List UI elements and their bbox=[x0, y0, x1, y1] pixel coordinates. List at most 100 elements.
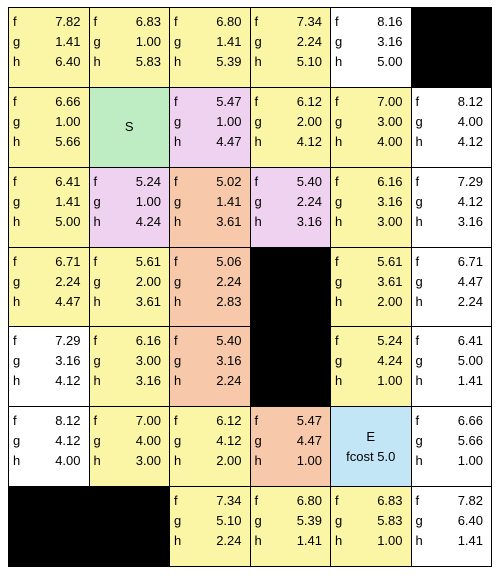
h-cost-row: h 4.47 bbox=[174, 132, 242, 152]
h-cost-key: h bbox=[13, 132, 27, 152]
h-cost-row: h 1.41 bbox=[416, 371, 484, 391]
g-cost-row: g 5.00 bbox=[416, 351, 484, 371]
g-cost-value: 2.24 bbox=[297, 192, 322, 212]
cell-costs: f 6.66 g 5.66 h 1.00 bbox=[416, 411, 484, 471]
f-cost-row: f 5.61 bbox=[335, 252, 403, 272]
g-cost-value: 1.41 bbox=[216, 192, 241, 212]
h-cost-value: 1.00 bbox=[377, 371, 402, 391]
g-cost-key: g bbox=[174, 192, 188, 212]
h-cost-value: 4.12 bbox=[458, 132, 483, 152]
closed-cell: f 8.12 g 4.12 h 4.00 bbox=[9, 407, 90, 487]
g-cost-key: g bbox=[416, 431, 430, 451]
h-cost-key: h bbox=[174, 531, 188, 551]
f-cost-key: f bbox=[174, 92, 188, 112]
cell-costs: f 7.00 g 4.00 h 3.00 bbox=[94, 411, 162, 471]
h-cost-key: h bbox=[335, 371, 349, 391]
cell-costs: f 8.12 g 4.00 h 4.12 bbox=[416, 92, 484, 152]
f-cost-value: 6.71 bbox=[55, 252, 80, 272]
h-cost-row: h 2.24 bbox=[174, 531, 242, 551]
g-cost-value: 1.00 bbox=[55, 112, 80, 132]
h-cost-key: h bbox=[174, 371, 188, 391]
cell-costs: f 6.71 g 2.24 h 4.47 bbox=[13, 252, 81, 312]
h-cost-key: h bbox=[255, 132, 269, 152]
g-cost-key: g bbox=[174, 431, 188, 451]
h-cost-key: h bbox=[416, 212, 430, 232]
h-cost-value: 2.00 bbox=[377, 292, 402, 312]
h-cost-row: h 6.40 bbox=[13, 52, 81, 72]
h-cost-value: 2.24 bbox=[216, 531, 241, 551]
h-cost-value: 4.00 bbox=[377, 132, 402, 152]
f-cost-key: f bbox=[416, 491, 430, 511]
path-cell: f 5.40 g 3.16 h 2.24 bbox=[170, 327, 251, 407]
g-cost-key: g bbox=[335, 351, 349, 371]
open-cell: f 6.80 g 1.41 h 5.39 bbox=[170, 8, 251, 88]
f-cost-row: f 8.16 bbox=[335, 12, 403, 32]
f-cost-key: f bbox=[416, 92, 430, 112]
open-cell: f 7.34 g 5.10 h 2.24 bbox=[170, 487, 251, 567]
wall-cell bbox=[251, 248, 332, 328]
h-cost-value: 2.24 bbox=[458, 292, 483, 312]
g-cost-key: g bbox=[255, 511, 269, 531]
f-cost-row: f 5.02 bbox=[174, 172, 242, 192]
g-cost-key: g bbox=[335, 511, 349, 531]
g-cost-key: g bbox=[94, 272, 108, 292]
g-cost-row: g 5.10 bbox=[174, 511, 242, 531]
h-cost-key: h bbox=[13, 292, 27, 312]
cell-costs: f 6.12 g 2.00 h 4.12 bbox=[255, 92, 323, 152]
start-label-group: S bbox=[90, 88, 170, 167]
f-cost-value: 7.34 bbox=[297, 12, 322, 32]
g-cost-key: g bbox=[13, 112, 27, 132]
path-cell: f 5.06 g 2.24 h 2.83 bbox=[170, 248, 251, 328]
cell-costs: f 7.82 g 1.41 h 6.40 bbox=[13, 12, 81, 72]
cell-costs: f 6.80 g 5.39 h 1.41 bbox=[255, 491, 323, 551]
f-cost-key: f bbox=[255, 92, 269, 112]
f-cost-value: 8.12 bbox=[55, 411, 80, 431]
g-cost-key: g bbox=[13, 351, 27, 371]
cell-costs: f 7.34 g 5.10 h 2.24 bbox=[174, 491, 242, 551]
f-cost-row: f 6.66 bbox=[416, 411, 484, 431]
cell-costs: f 6.41 g 5.00 h 1.41 bbox=[416, 331, 484, 391]
f-cost-row: f 6.12 bbox=[255, 92, 323, 112]
h-cost-value: 2.00 bbox=[216, 451, 241, 471]
cell-costs: f 6.16 g 3.16 h 3.00 bbox=[335, 172, 403, 232]
f-cost-value: 5.47 bbox=[216, 92, 241, 112]
h-cost-key: h bbox=[335, 292, 349, 312]
f-cost-key: f bbox=[174, 172, 188, 192]
h-cost-key: h bbox=[13, 52, 27, 72]
f-cost-value: 6.83 bbox=[136, 12, 161, 32]
closed-cell: f 8.16 g 3.16 h 5.00 bbox=[331, 8, 412, 88]
g-cost-row: g 3.16 bbox=[174, 351, 242, 371]
open-cell: f 6.16 g 3.00 h 3.16 bbox=[90, 327, 171, 407]
h-cost-row: h 5.00 bbox=[335, 52, 403, 72]
h-cost-key: h bbox=[255, 451, 269, 471]
h-cost-row: h 1.41 bbox=[416, 531, 484, 551]
g-cost-value: 2.24 bbox=[297, 32, 322, 52]
f-cost-key: f bbox=[94, 172, 108, 192]
f-cost-value: 6.71 bbox=[458, 252, 483, 272]
open-cell: f 6.41 g 1.41 h 5.00 bbox=[9, 168, 90, 248]
f-cost-key: f bbox=[13, 92, 27, 112]
g-cost-key: g bbox=[174, 32, 188, 52]
h-cost-key: h bbox=[255, 212, 269, 232]
f-cost-value: 5.02 bbox=[216, 172, 241, 192]
f-cost-row: f 7.82 bbox=[416, 491, 484, 511]
g-cost-row: g 4.47 bbox=[416, 272, 484, 292]
h-cost-key: h bbox=[335, 531, 349, 551]
h-cost-value: 1.41 bbox=[297, 531, 322, 551]
h-cost-row: h 1.00 bbox=[335, 531, 403, 551]
h-cost-row: h 3.00 bbox=[335, 212, 403, 232]
f-cost-value: 6.12 bbox=[297, 92, 322, 112]
h-cost-row: h 3.16 bbox=[416, 212, 484, 232]
f-cost-row: f 7.29 bbox=[13, 331, 81, 351]
h-cost-key: h bbox=[174, 292, 188, 312]
f-cost-row: f 7.34 bbox=[174, 491, 242, 511]
g-cost-row: g 1.41 bbox=[13, 32, 81, 52]
closed-cell: f 7.82 g 6.40 h 1.41 bbox=[412, 487, 493, 567]
g-cost-row: g 3.16 bbox=[335, 192, 403, 212]
h-cost-row: h 2.00 bbox=[174, 451, 242, 471]
h-cost-key: h bbox=[94, 451, 108, 471]
h-cost-key: h bbox=[13, 212, 27, 232]
g-cost-row: g 4.12 bbox=[13, 431, 81, 451]
g-cost-value: 4.00 bbox=[136, 431, 161, 451]
h-cost-value: 4.24 bbox=[136, 212, 161, 232]
